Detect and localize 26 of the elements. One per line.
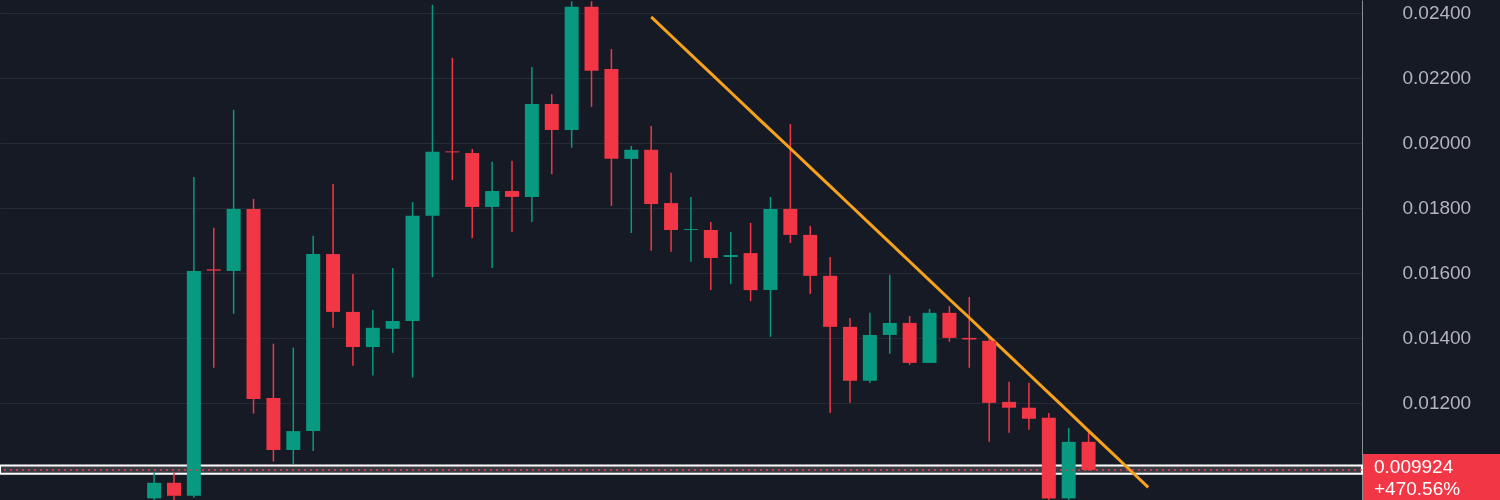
line-series [649, 15, 1150, 489]
y-tick-label: 0.02400 [1402, 2, 1472, 24]
candlestick [167, 471, 181, 500]
candlestick [365, 309, 380, 377]
candlestick [683, 196, 698, 263]
candlestick [882, 274, 897, 355]
candlestick [385, 267, 400, 354]
y-tick-label: 0.02000 [1402, 132, 1472, 154]
y-tick-label: 0.01800 [1402, 197, 1472, 219]
y-tick-label: 0.01600 [1402, 262, 1472, 284]
candlestick [505, 160, 519, 233]
candlestick [206, 227, 221, 369]
candlestick [962, 296, 977, 369]
y-tick-label: 0.01400 [1402, 327, 1472, 349]
text: +470.56% [1374, 477, 1461, 499]
ref-line-label: 0.009924 [1374, 455, 1454, 477]
y-tick-label: 0.02200 [1402, 67, 1472, 89]
candlestick [1021, 381, 1036, 431]
candlestick [286, 346, 301, 465]
candlestick [723, 231, 738, 285]
candlestick [485, 161, 500, 269]
y-tick-label: 0.01200 [1402, 392, 1472, 414]
candlestick [1002, 380, 1017, 434]
candlestick [147, 471, 162, 500]
candlestick [624, 145, 639, 234]
candlestick [445, 57, 460, 181]
